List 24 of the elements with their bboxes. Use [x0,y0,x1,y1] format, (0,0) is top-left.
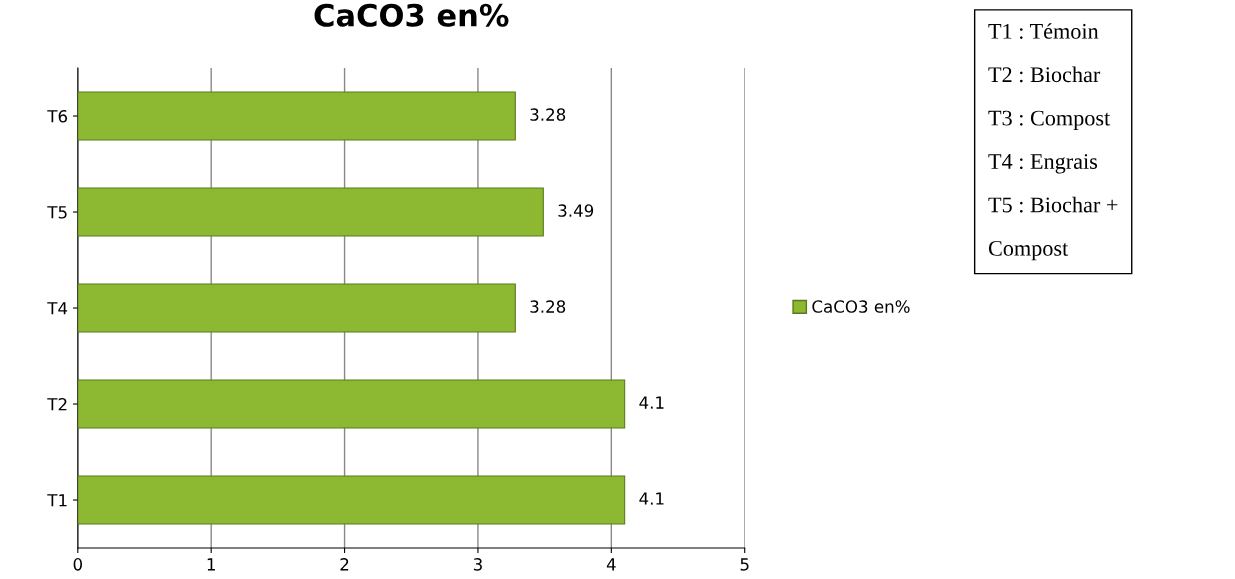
bar [77,187,544,237]
legend-label: CaCO3 en% [812,300,910,313]
y-tick-label: T2 [47,397,67,411]
chart-title: CaCO3 en% [314,3,509,27]
data-label: 4.1 [639,396,664,409]
data-label: 4.1 [639,492,664,505]
x-tick-label: 5 [740,558,749,571]
bar [77,379,626,429]
bar [77,475,626,525]
x-tick-label: 3 [473,558,482,571]
bar [77,91,516,141]
y-tick-label: T1 [47,494,67,507]
y-tick-label: T4 [47,302,68,315]
data-label: 3.49 [558,204,594,217]
x-tick-label: 1 [207,558,215,571]
text: T1 : Témoin T2 : Biochar T3 : Compost T4 : Engrais T5 : Biochar + Compost [988,23,1118,261]
data-label: 3.28 [530,300,566,313]
bar [77,283,516,333]
x-tick-label: 0 [73,558,82,571]
x-tick-label: 4 [606,558,616,571]
y-tick-label: T6 [47,109,68,123]
data-label: 3.28 [530,108,566,121]
x-tick-label: 2 [340,558,349,571]
y-tick-label: T5 [47,206,67,219]
